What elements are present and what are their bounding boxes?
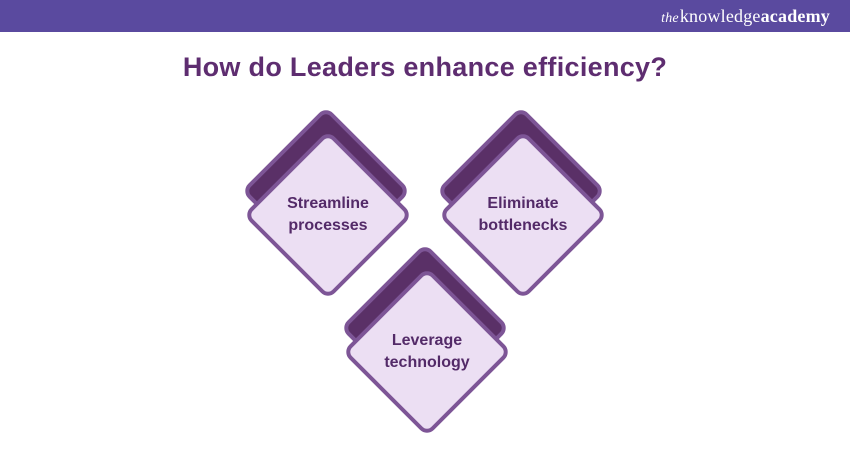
diamond-streamline-processes: Streamline processes	[241, 106, 413, 300]
diamond-eliminate-bottlenecks: Eliminate bottlenecks	[436, 106, 608, 300]
diamond-label: Eliminate bottlenecks	[478, 195, 568, 234]
logo-knowledge: knowledge	[679, 5, 761, 26]
brand-logo: theknowledgeacademy	[661, 7, 830, 26]
diamond-leverage-technology: Leverage technology	[340, 243, 512, 437]
diamond-label: Streamline processes	[287, 195, 369, 234]
page-title: How do Leaders enhance efficiency?	[182, 52, 668, 82]
logo-the: the	[661, 10, 679, 26]
logo-academy: academy	[760, 5, 830, 26]
diamond-label: Leverage technology	[384, 332, 470, 371]
header-bar: theknowledgeacademy	[0, 0, 850, 32]
